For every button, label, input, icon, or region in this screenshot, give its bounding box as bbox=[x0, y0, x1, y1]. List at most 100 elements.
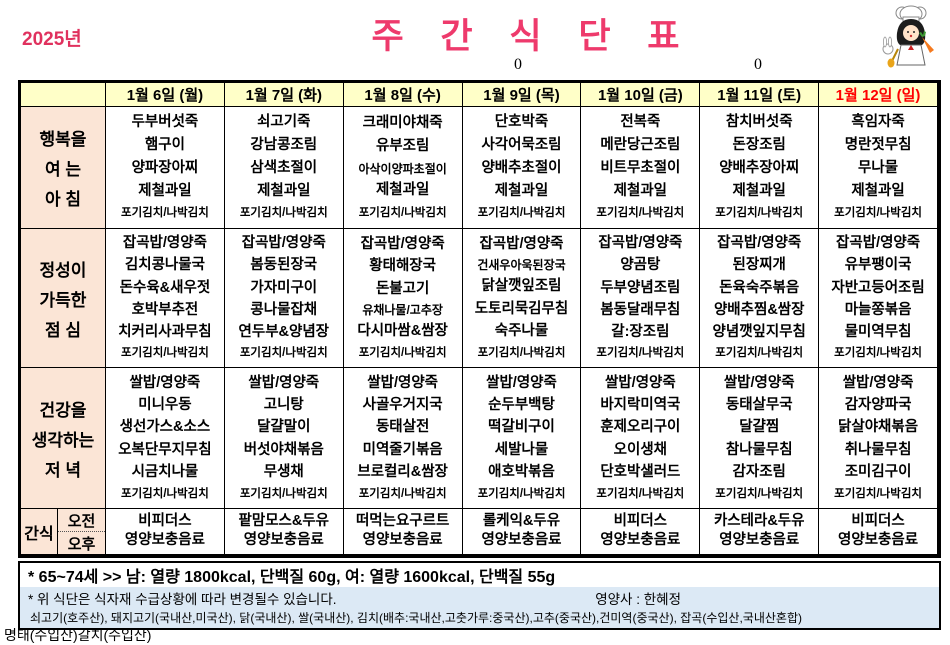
menu-item: 마늘쫑볶음 bbox=[844, 301, 912, 318]
menu-item: 영양보충음료 bbox=[838, 532, 919, 549]
menu-cell-dinner: 쌀밥/영양죽 순두부백탕 떡갈비구이 세발나물 애호박볶음 포기김치/나박김치 bbox=[462, 368, 582, 509]
menu-cell-lunch: 잡곡밥/영양죽 유부팽이국 자반고등어조림 마늘쫑볶음 물미역무침 포기김치/나박김치 bbox=[819, 229, 938, 368]
menu-item: 쌀밥/영양죽 bbox=[248, 374, 320, 391]
kimchi-item: 포기김치/나박김치 bbox=[715, 207, 804, 220]
menu-item: 봄동된장국 bbox=[250, 257, 318, 274]
menu-item: 삼색초절이 bbox=[250, 160, 318, 177]
menu-item: 카스테라&두유 bbox=[713, 512, 805, 529]
footer-notes: * 65~74세 >> 남: 열량 1800kcal, 단백질 60g, 여: … bbox=[18, 561, 941, 630]
row-label-line: 정성이 bbox=[39, 260, 87, 280]
snack-label: 간식 bbox=[24, 525, 54, 543]
menu-item: 버섯야채볶음 bbox=[243, 441, 324, 458]
menu-item: 두부버섯죽 bbox=[131, 114, 199, 131]
menu-item: 세발나물 bbox=[494, 441, 549, 458]
menu-item: 떠먹는요구르트 bbox=[355, 512, 450, 529]
menu-item: 사골우거지국 bbox=[362, 396, 443, 413]
row-label-line: 여 는 bbox=[44, 160, 81, 179]
menu-cell-lunch: 잡곡밥/영양죽 된장찌개 돈육숙주볶음 양배추찜&쌈장 양념깻잎지무침 포기김치/나박김치 bbox=[700, 229, 820, 368]
kimchi-item: 포기김치/나박김치 bbox=[596, 207, 685, 220]
menu-item: 유부조림 bbox=[375, 138, 430, 155]
menu-cell-lunch: 잡곡밥/영양죽 황태해장국 돈불고기 유채나물/고추장 다시마쌈&쌈장 포기김치/나박김치 bbox=[343, 229, 463, 368]
snack-pm-label: 오후 bbox=[67, 535, 96, 553]
menu-item: 아삭이양파초절이 bbox=[358, 161, 447, 176]
menu-item: 달걀말이 bbox=[257, 419, 311, 436]
menu-item: 생선가스&소스 bbox=[119, 419, 211, 436]
chef-girl-mascot-icon bbox=[882, 5, 934, 68]
menu-item: 가자미구이 bbox=[250, 279, 318, 296]
kimchi-item: 포기김치/나박김치 bbox=[358, 346, 447, 359]
menu-item: 영양보충음료 bbox=[243, 532, 324, 549]
kimchi-item: 포기김치/나박김치 bbox=[239, 487, 328, 500]
menu-table: 행복을 여 는 아 침 정성이 가득한 점 심 건강을 생각하는 저 녁 간식 … bbox=[18, 80, 941, 558]
menu-item: 건새우아욱된장국 bbox=[477, 258, 566, 273]
menu-item: 양념깻잎지무침 bbox=[712, 323, 806, 340]
kimchi-item: 포기김치/나박김치 bbox=[121, 347, 209, 360]
snack-cell: 비피더스 영양보충음료 bbox=[581, 509, 701, 555]
menu-item: 제철과일 bbox=[494, 183, 549, 200]
menu-cell-breakfast: 쇠고기죽 강남콩조림 삼색초절이 제철과일 포기김치/나박김치 bbox=[224, 107, 344, 229]
menu-item: 양배추초절이 bbox=[481, 160, 562, 177]
menu-cell-lunch: 잡곡밥/영양죽 봄동된장국 가자미구이 콩나물잡채 연두부&양념장 포기김치/나박김치 bbox=[224, 229, 344, 368]
stray-zero-1: 0 bbox=[514, 56, 522, 73]
menu-item: 비트무초절이 bbox=[600, 160, 681, 177]
menu-item: 김치콩나물국 bbox=[124, 257, 205, 274]
row-label-breakfast: 행복을 여 는 아 침 bbox=[21, 107, 106, 229]
menu-item: 돈수육&새우젓 bbox=[119, 279, 211, 296]
menu-item: 단호박죽 bbox=[494, 114, 549, 131]
row-label-line: 아 침 bbox=[44, 190, 81, 209]
menu-item: 애호박볶음 bbox=[488, 464, 555, 481]
menu-item: 유부팽이국 bbox=[844, 257, 912, 274]
menu-item: 팥맘모스&두유 bbox=[238, 512, 330, 529]
menu-item: 돈육숙주볶음 bbox=[719, 279, 800, 296]
menu-item: 치커리사과무침 bbox=[118, 323, 212, 340]
menu-item: 미역줄기볶음 bbox=[362, 441, 443, 458]
menu-item: 동태살무국 bbox=[725, 396, 793, 413]
menu-cell-lunch: 잡곡밥/영양죽 건새우아욱된장국 닭살깻잎조림 도토리묵김무침 숙주나물 포기김치/나박김… bbox=[462, 229, 582, 368]
menu-item: 돈불고기 bbox=[375, 280, 430, 297]
kimchi-item: 포기김치/나박김치 bbox=[477, 346, 566, 359]
menu-item: 봄동달래무침 bbox=[600, 301, 681, 318]
menu-item: 참나물무침 bbox=[725, 441, 793, 458]
menu-item: 자반고등어조림 bbox=[831, 279, 925, 296]
menu-item: 제철과일 bbox=[851, 183, 905, 200]
menu-item: 돈장조림 bbox=[732, 137, 786, 154]
menu-item: 닭살야채볶음 bbox=[838, 419, 919, 436]
kimchi-item: 포기김치/나박김치 bbox=[358, 487, 447, 500]
menu-cell-breakfast: 전복죽 메란당근조림 비트무초절이 제철과일 포기김치/나박김치 bbox=[581, 107, 701, 229]
menu-cell-lunch: 잡곡밥/영양죽 김치콩나물국 돈수육&새우젓 호박부추전 치커리사과무침 포기김치/나박김… bbox=[106, 229, 225, 368]
menu-item: 쌀밥/영양죽 bbox=[842, 374, 914, 391]
kimchi-item: 포기김치/나박김치 bbox=[121, 487, 209, 500]
menu-item: 닭살깻잎조림 bbox=[481, 278, 562, 294]
day-header: 1월 12일 (일) bbox=[819, 83, 938, 107]
kimchi-item: 포기김치/나박김치 bbox=[477, 487, 566, 500]
kimchi-item: 포기김치/나박김치 bbox=[477, 207, 566, 220]
menu-cell-dinner: 쌀밥/영양죽 동태살무국 달걀찜 참나물무침 감자조림 포기김치/나박김치 bbox=[700, 368, 820, 509]
menu-item: 브로컬리&쌈장 bbox=[357, 464, 448, 481]
menu-item: 쌀밥/영양죽 bbox=[129, 374, 201, 391]
menu-item: 콩나물잡채 bbox=[250, 301, 318, 318]
menu-item: 양배추찜&쌈장 bbox=[713, 301, 805, 318]
snack-cell: 떠먹는요구르트 영양보충음료 bbox=[343, 509, 463, 555]
menu-item: 강남콩조림 bbox=[250, 137, 318, 154]
menu-item: 제철과일 bbox=[613, 183, 668, 200]
row-label-line: 행복을 bbox=[39, 130, 87, 149]
year-label: 2025년 bbox=[22, 29, 82, 50]
menu-cell-dinner: 쌀밥/영양죽 사골우거지국 동태살전 미역줄기볶음 브로컬리&쌈장 포기김치/나박김치 bbox=[343, 368, 463, 509]
kimchi-item: 포기김치/나박김치 bbox=[239, 207, 328, 220]
menu-item: 감자조림 bbox=[732, 464, 786, 481]
kimchi-item: 포기김치/나박김치 bbox=[121, 207, 209, 220]
menu-cell-lunch: 잡곡밥/영양죽 양곰탕 두부양념조림 봄동달래무침 갈:장조림 포기김치/나박김치 bbox=[581, 229, 701, 368]
nutrition-note: * 65~74세 >> 남: 열량 1800kcal, 단백질 60g, 여: … bbox=[28, 569, 556, 586]
menu-item: 물미역무침 bbox=[844, 323, 912, 340]
menu-item: 무나물 bbox=[858, 160, 899, 177]
menu-item: 단호박샐러드 bbox=[600, 464, 681, 481]
menu-change-note: * 위 식단은 식자재 수급상황에 따라 변경될수 있습니다. bbox=[28, 591, 337, 607]
menu-item: 갈:장조림 bbox=[611, 323, 670, 340]
menu-item: 미니우동 bbox=[138, 396, 192, 413]
menu-item: 쇠고기죽 bbox=[257, 114, 311, 131]
menu-item: 연두부&양념장 bbox=[238, 323, 330, 340]
menu-item: 햄구이 bbox=[144, 137, 185, 154]
menu-item: 떡갈비구이 bbox=[488, 419, 555, 436]
menu-item: 참치버섯죽 bbox=[725, 114, 793, 131]
